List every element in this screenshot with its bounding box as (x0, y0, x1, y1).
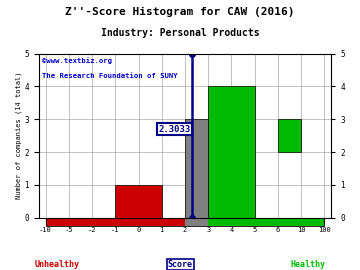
Text: Industry: Personal Products: Industry: Personal Products (101, 28, 259, 38)
Text: Unhealthy: Unhealthy (35, 260, 80, 269)
Bar (185, 119, 208, 218)
Bar (115, 185, 162, 218)
Text: 2.3033: 2.3033 (159, 124, 191, 134)
Y-axis label: Number of companies (14 total): Number of companies (14 total) (15, 72, 22, 199)
Text: The Research Foundation of SUNY: The Research Foundation of SUNY (41, 73, 177, 79)
Text: Z''-Score Histogram for CAW (2016): Z''-Score Histogram for CAW (2016) (65, 7, 295, 17)
Bar (185, 218, 208, 226)
Bar (208, 86, 255, 218)
Text: ©www.textbiz.org: ©www.textbiz.org (41, 57, 112, 64)
Bar (46, 218, 324, 226)
Bar (278, 119, 301, 152)
Text: Healthy: Healthy (290, 260, 325, 269)
Text: Score: Score (167, 260, 193, 269)
Bar (208, 218, 324, 226)
Bar (46, 218, 185, 226)
